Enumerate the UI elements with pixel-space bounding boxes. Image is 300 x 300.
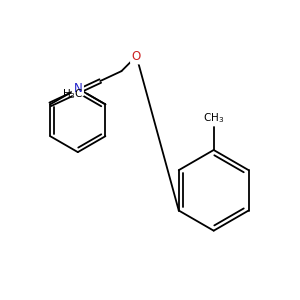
Text: H$_3$C: H$_3$C (62, 87, 84, 100)
Text: N: N (74, 82, 82, 95)
Text: O: O (132, 50, 141, 63)
Text: CH$_3$: CH$_3$ (203, 111, 224, 124)
